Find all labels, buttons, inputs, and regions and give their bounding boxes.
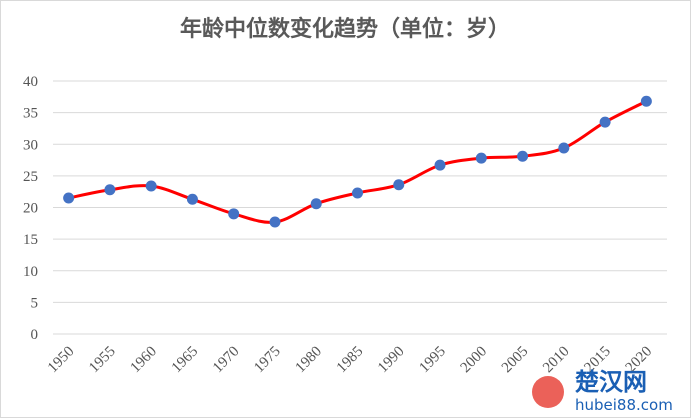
y-tick-label: 30 bbox=[23, 137, 38, 153]
watermark-name: 楚汉网 bbox=[575, 368, 647, 396]
marker bbox=[145, 180, 157, 192]
y-tick-label: 20 bbox=[23, 201, 38, 217]
marker bbox=[640, 95, 652, 107]
chart-title: 年龄中位数变化趋势（单位：岁） bbox=[180, 16, 510, 42]
watermark-url: hubei88.com bbox=[575, 396, 673, 414]
marker bbox=[63, 192, 75, 204]
marker bbox=[104, 184, 116, 196]
watermark: 楚汉网 hubei88.com bbox=[532, 368, 673, 414]
y-tick-label: 40 bbox=[23, 74, 38, 90]
y-tick-label: 5 bbox=[31, 295, 39, 311]
marker bbox=[352, 187, 363, 199]
marker bbox=[517, 150, 529, 162]
marker bbox=[269, 216, 281, 228]
y-tick-label: 35 bbox=[23, 106, 38, 122]
marker bbox=[475, 152, 487, 164]
marker bbox=[310, 198, 322, 210]
marker bbox=[393, 179, 405, 191]
y-tick-label: 0 bbox=[31, 327, 39, 343]
marker bbox=[228, 208, 240, 220]
marker bbox=[599, 116, 611, 128]
y-tick-label: 25 bbox=[23, 169, 38, 185]
y-tick-label: 15 bbox=[23, 232, 38, 248]
marker bbox=[186, 193, 198, 205]
watermark-logo bbox=[532, 376, 564, 408]
y-tick-label: 10 bbox=[23, 264, 38, 280]
marker bbox=[558, 142, 570, 154]
marker bbox=[434, 159, 446, 171]
